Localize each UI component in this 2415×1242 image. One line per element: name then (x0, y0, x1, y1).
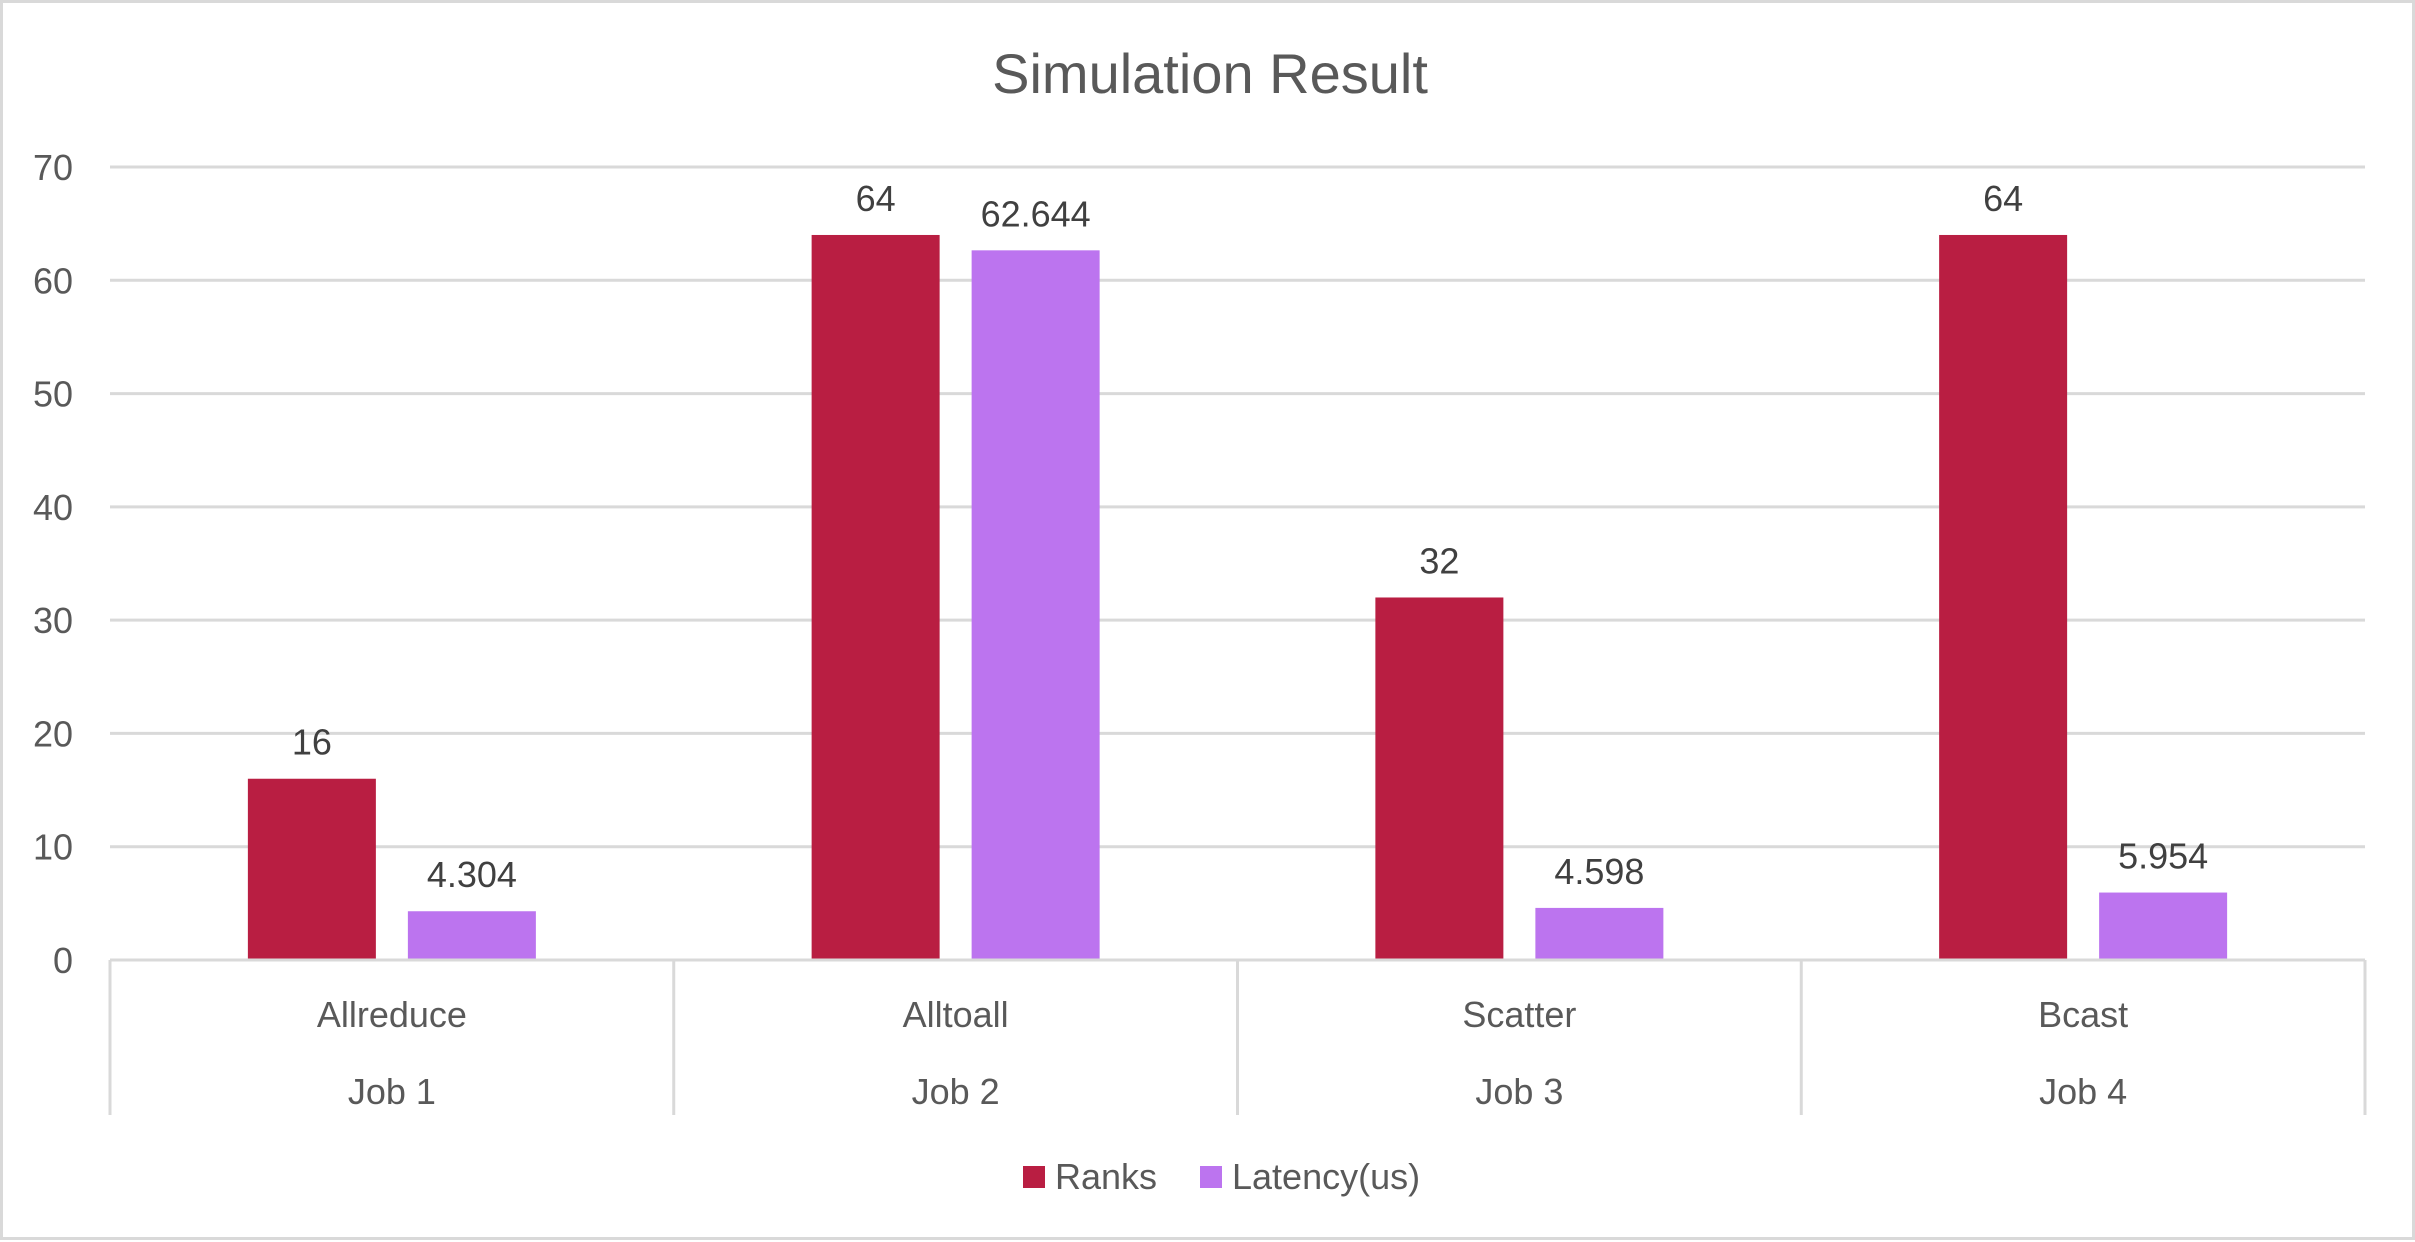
y-tick-label: 70 (33, 147, 73, 188)
legend-label: Latency(us) (1232, 1156, 1420, 1197)
legend-swatch (1023, 1166, 1045, 1188)
legend-swatch (1200, 1166, 1222, 1188)
bar-latency-us- (2099, 892, 2228, 960)
data-label: 4.304 (427, 854, 517, 895)
y-tick-label: 50 (33, 374, 73, 415)
bar-ranks (247, 778, 376, 960)
x-category-label: Bcast (2038, 994, 2128, 1035)
bar-ranks (1939, 234, 2068, 960)
x-group-label: Job 2 (912, 1071, 1000, 1112)
bar-ranks (811, 234, 940, 960)
x-group-label: Job 1 (348, 1071, 436, 1112)
x-category-label: Scatter (1462, 994, 1576, 1035)
x-category-label: Allreduce (317, 994, 467, 1035)
data-label: 4.598 (1554, 851, 1644, 892)
data-label: 64 (856, 178, 896, 219)
y-tick-label: 60 (33, 260, 73, 301)
x-group-label: Job 3 (1475, 1071, 1563, 1112)
data-label: 32 (1419, 540, 1459, 581)
y-tick-label: 30 (33, 600, 73, 641)
data-label: 16 (292, 722, 332, 763)
data-label: 64 (1983, 178, 2023, 219)
data-label: 5.954 (2118, 836, 2208, 877)
legend-label: Ranks (1055, 1156, 1157, 1197)
y-tick-label: 10 (33, 827, 73, 868)
bar-latency-us- (407, 911, 536, 960)
y-tick-label: 20 (33, 713, 73, 754)
x-group-label: Job 4 (2039, 1071, 2127, 1112)
bar-latency-us- (971, 250, 1100, 960)
bar-latency-us- (1535, 907, 1664, 960)
x-category-label: Alltoall (903, 994, 1009, 1035)
data-label: 62.644 (981, 193, 1091, 234)
bar-ranks (1375, 597, 1504, 960)
y-tick-label: 40 (33, 487, 73, 528)
y-tick-label: 0 (53, 940, 73, 981)
bar-chart: Simulation Result 0 10 20 30 40 50 60 70 16 4.304… (33, 42, 2367, 1197)
chart-title: Simulation Result (992, 42, 1428, 105)
